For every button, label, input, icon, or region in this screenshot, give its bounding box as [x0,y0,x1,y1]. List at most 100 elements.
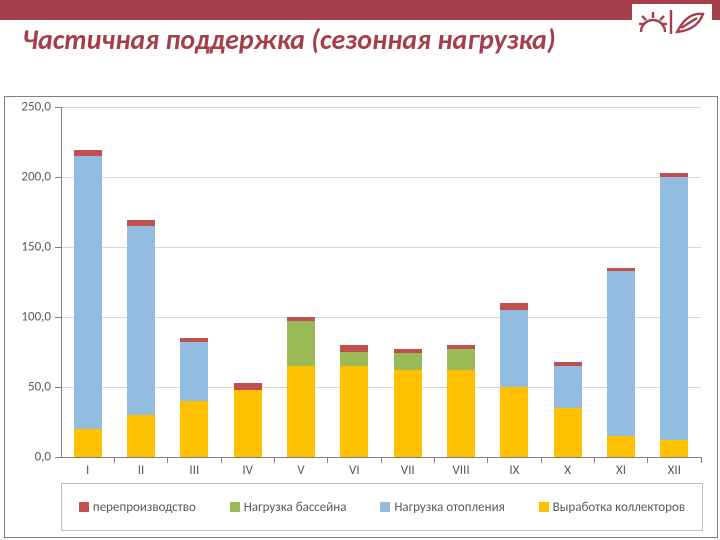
x-tick [541,457,542,463]
chart-container: 0,050,0100,0150,0200,0250,0IIIIIIIVVVIVI… [4,96,718,538]
gridline [61,247,701,248]
bar [447,107,475,457]
y-tick-label: 0,0 [0,450,51,465]
x-tick-label: IX [509,463,519,478]
bar [660,107,688,457]
bar-segment-over [607,268,635,271]
x-tick [487,457,488,463]
bar-segment-heating [74,156,102,429]
bar [74,107,102,457]
bar-segment-heating [180,342,208,401]
bar [554,107,582,457]
y-tick-label: 200,0 [0,170,51,185]
x-tick [434,457,435,463]
gridline [61,177,701,178]
bar-segment-collectors [180,401,208,457]
legend: перепроизводство Нагрузка бассейна Нагрузк… [61,483,703,531]
y-tick-label: 100,0 [0,310,51,325]
x-tick-label: VIII [452,463,469,478]
x-tick [327,457,328,463]
legend-swatch [230,502,240,512]
bar-segment-collectors [394,370,422,457]
gridline [61,107,701,108]
bar-segment-over [447,345,475,349]
bar-segment-collectors [234,390,262,457]
x-tick-label: X [564,463,571,478]
bar-segment-heating [607,271,635,436]
x-tick-label: IV [242,463,253,478]
bar-segment-collectors [660,440,688,457]
page-title: Частичная поддержка (сезонная нагрузка) [22,24,556,56]
bar-segment-collectors [607,436,635,457]
x-tick-label: VII [401,463,415,478]
plot-area: 0,050,0100,0150,0200,0250,0IIIIIIIVVVIVI… [61,107,701,457]
bar-segment-heating [500,310,528,387]
bar-segment-over [287,317,315,321]
x-tick [221,457,222,463]
bar-segment-collectors [340,366,368,457]
y-tick-label: 250,0 [0,100,51,115]
bar-segment-heating [127,226,155,415]
bar-segment-over [234,383,262,390]
x-tick-label: VI [349,463,360,478]
legend-item-heating: Нагрузка отопления [380,500,504,515]
legend-label: Нагрузка бассейна [244,500,347,515]
legend-label: перепроизводство [93,500,196,515]
bar-segment-collectors [287,366,315,457]
x-tick [114,457,115,463]
bar-segment-collectors [554,408,582,457]
x-tick [701,457,702,463]
bar [127,107,155,457]
sun-leaf-icon [637,8,707,36]
legend-item-collectors: Выработка коллекторов [539,500,685,515]
bar [340,107,368,457]
x-tick [647,457,648,463]
legend-swatch [79,502,89,512]
x-tick-label: XII [668,463,681,478]
bar-segment-collectors [447,370,475,457]
bar-segment-heating [554,366,582,408]
x-tick-label: II [138,463,145,478]
gridline [61,317,701,318]
x-tick [381,457,382,463]
bar-segment-over [394,349,422,353]
y-tick-label: 150,0 [0,240,51,255]
bar-segment-pool [447,349,475,370]
bar [180,107,208,457]
bar-segment-pool [340,352,368,366]
legend-item-pool: Нагрузка бассейна [230,500,347,515]
bar-segment-collectors [74,429,102,457]
x-tick [594,457,595,463]
x-tick-label: V [297,463,304,478]
x-tick-label: I [86,463,89,478]
bar [607,107,635,457]
x-tick-label: III [189,463,199,478]
bar [500,107,528,457]
header-stripe [0,0,720,20]
y-tick-label: 50,0 [0,380,51,395]
bar [394,107,422,457]
legend-item-over: перепроизводство [79,500,196,515]
bar-segment-pool [287,321,315,366]
bar-segment-over [340,345,368,352]
bar-segment-collectors [127,415,155,457]
legend-swatch [539,502,549,512]
gridline [61,387,701,388]
bar-segment-over [554,362,582,366]
legend-label: Нагрузка отопления [394,500,504,515]
bar-segment-over [74,150,102,156]
x-tick-label: XI [616,463,626,478]
bar-segment-over [500,303,528,310]
bar-segment-heating [660,177,688,440]
bar-segment-pool [394,353,422,370]
x-tick [274,457,275,463]
bar [287,107,315,457]
brand-logo [632,4,712,40]
bar-segment-collectors [500,387,528,457]
legend-swatch [380,502,390,512]
bar-segment-over [127,220,155,226]
x-tick [167,457,168,463]
bar [234,107,262,457]
y-axis [61,107,62,457]
bar-segment-over [180,338,208,342]
